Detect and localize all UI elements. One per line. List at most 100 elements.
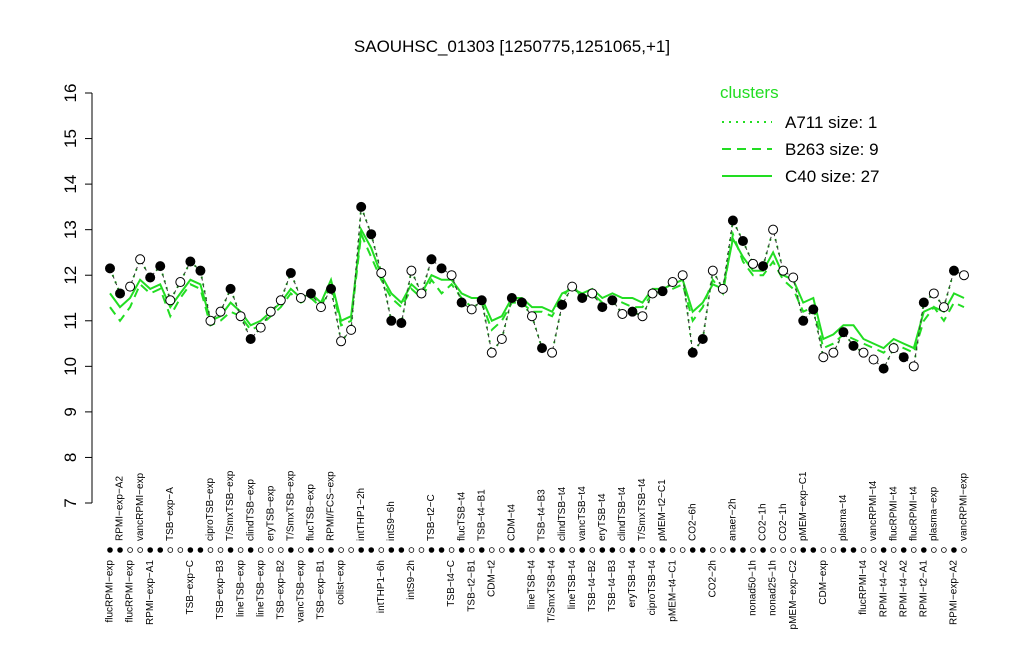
data-point [577,293,588,303]
data-point [426,254,437,265]
legend-label: C40 size: 27 [785,167,880,186]
x-tick-label: TSB−t2−C [426,494,437,541]
data-point [788,272,799,283]
data-point [245,334,256,344]
rug-dot [549,547,555,553]
x-tick-label: pMEM−exp−C1 [798,471,809,541]
rug-dot [338,547,344,553]
data-point [145,272,156,283]
x-tick-label: pMEM−t2−C1 [657,479,668,541]
data-point [828,347,839,358]
rug-dot [900,547,907,553]
rug-dot [328,547,334,553]
data-point [526,311,537,322]
rug-dot [961,547,967,553]
data-point [486,347,497,358]
data-point [627,306,638,317]
x-tick-label: CDM−t2 [486,560,497,597]
data-point [255,322,266,333]
x-tick-label: RPMI−t2−A1 [918,560,929,618]
x-tick-label: plasma−exp [928,486,939,541]
rug-dot [579,547,586,553]
rug-dot [649,547,656,553]
x-tick-label: nonad25−1h [768,560,779,616]
rug-dot [207,547,214,553]
cluster-line [109,206,965,371]
rug-dot [860,547,867,553]
data-point [295,293,306,303]
x-tick-label: flucRPMI−exp [105,560,116,623]
rug-dot [187,547,194,553]
data-point [547,347,558,358]
rug-dot [710,547,716,553]
data-point [225,283,236,294]
x-tick-label: pMEM−t4−C1 [667,560,678,622]
data-point [376,267,387,278]
x-tick-label: TSB−t4−B1 [476,489,487,541]
x-tick-label: vancRPMI−t4 [868,480,879,541]
data-point [456,297,467,308]
rug-dot [810,547,817,553]
data-point [205,315,216,326]
rug-dot [458,547,465,553]
x-tick-label: TSB−exp−B3 [215,560,226,620]
y-tick-label: 8 [61,453,80,462]
rug-dot [639,547,646,553]
rug-dot [760,547,766,553]
rug-dot [398,547,405,553]
rug-dot [277,547,284,553]
x-tick-label: colist−exp [336,560,347,605]
rug-dot [730,547,736,553]
rug-dot [127,547,133,553]
rug-dot [539,547,545,553]
data-point [356,201,367,212]
data-point [305,288,316,299]
x-tick-label: T/SmxTSB−t4 [637,478,648,541]
data-point [506,293,517,303]
data-point [928,288,939,299]
y-tick-label: 13 [61,220,80,239]
data-point [125,281,136,292]
x-tick-label: CO2−2h [707,560,718,598]
data-point [476,295,487,306]
x-tick-label: flucRPMI−t4 [908,486,919,541]
x-tick-label: TSB−exp−C [185,560,196,614]
data-point [165,295,176,306]
data-point [677,270,688,281]
data-point [918,297,929,308]
x-tick-label: anaer−2h [728,498,739,541]
rug-dot [499,547,505,553]
x-tick-label: RPMI−exp−A2 [115,476,126,541]
data-point [265,306,276,317]
rug-dot [830,547,837,553]
rug-dot [770,547,776,553]
x-tick-label: T/SmxTSB−exp [225,470,236,541]
data-point [607,295,618,306]
rug-dot [689,547,696,553]
data-point [516,297,527,308]
x-tick-label: eryTSB−t4 [627,560,638,608]
legend-label: B263 size: 9 [785,140,879,159]
x-tick-label: RPMI/FCS−exp [326,471,337,541]
rug-dot [378,547,385,553]
cluster-line [109,226,965,350]
data-point [748,258,759,269]
rug-dot [740,547,746,553]
data-point [617,308,628,319]
data-point [275,295,286,306]
rug-dot [217,547,224,553]
rug-dot [488,547,495,553]
data-point [717,283,728,294]
data-point [938,302,949,313]
cluster-line [109,230,965,355]
rug-dot [428,547,435,553]
data-point [185,256,196,267]
x-tick-label: T/SmxTSB−t4 [547,560,558,623]
x-tick-label: vancRPMI−exp [135,472,146,541]
rug-dot [619,547,626,553]
rug-dot [257,547,264,553]
data-point [959,270,969,281]
rug-dot [107,547,113,553]
data-point [346,324,357,335]
chart-title: SAOUHSC_01303 [1250775,1251065,+1] [354,37,670,56]
